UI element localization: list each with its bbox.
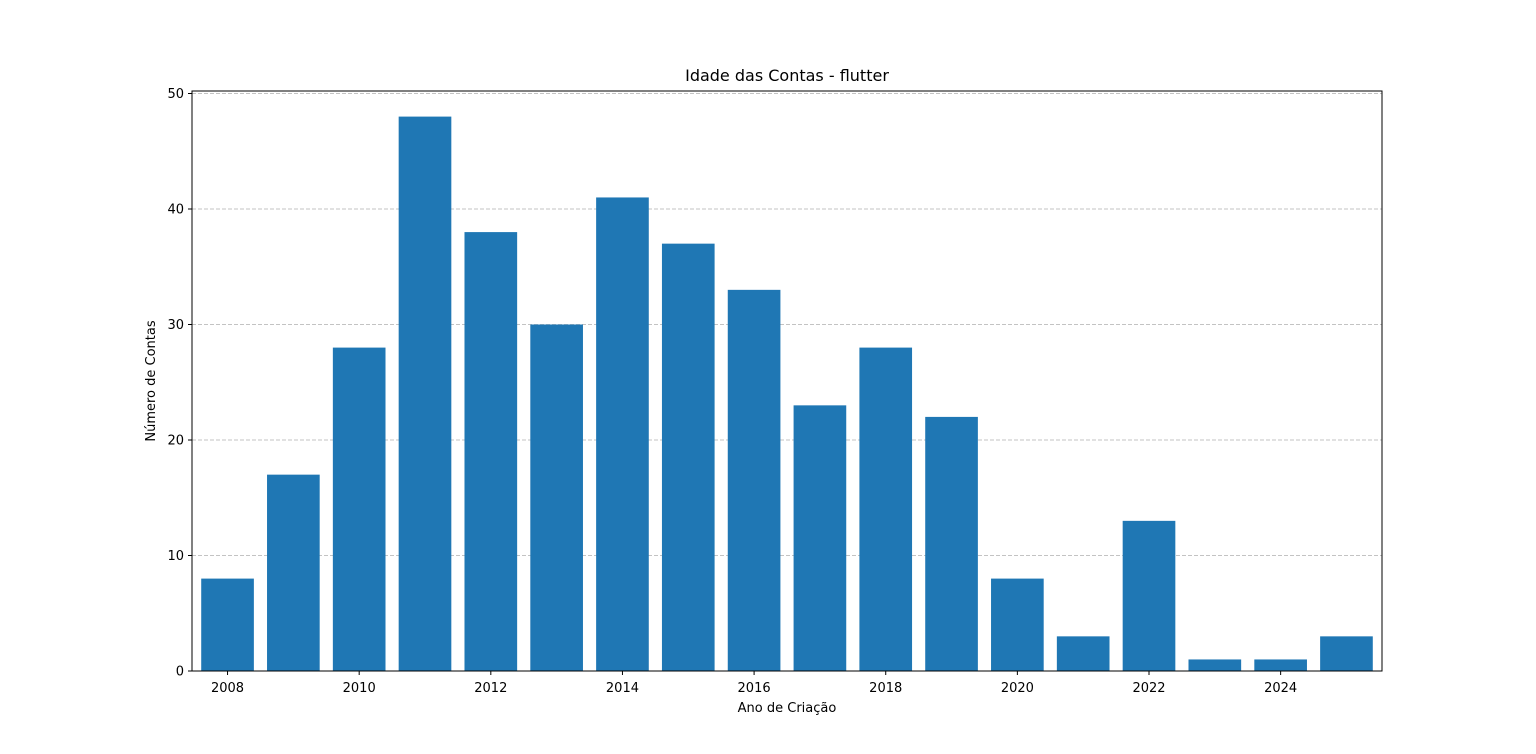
x-tick-label: 2014 bbox=[606, 681, 639, 696]
y-tick-label: 0 bbox=[176, 665, 184, 680]
bar bbox=[201, 578, 254, 671]
bar bbox=[859, 347, 913, 671]
chart-title: Idade das Contas - flutter bbox=[685, 66, 889, 85]
x-tick-label: 2022 bbox=[1132, 681, 1165, 696]
bar bbox=[267, 474, 320, 671]
bar bbox=[398, 116, 452, 672]
y-axis-ticks: 0 10 20 30 40 50 bbox=[167, 87, 192, 680]
x-tick-label: 2010 bbox=[343, 681, 376, 696]
bar bbox=[464, 232, 518, 671]
x-tick-label: 2016 bbox=[738, 681, 771, 696]
bar bbox=[530, 324, 583, 671]
plot-frame bbox=[191, 90, 1383, 672]
bar bbox=[1122, 520, 1176, 671]
y-tick-label: 20 bbox=[167, 434, 184, 449]
x-tick-label: 2018 bbox=[869, 681, 902, 696]
bar bbox=[1254, 659, 1307, 671]
bar bbox=[1320, 636, 1373, 671]
bar bbox=[991, 578, 1044, 671]
x-tick-label: 2024 bbox=[1264, 681, 1297, 696]
bar bbox=[1056, 636, 1110, 671]
y-tick-label: 40 bbox=[167, 203, 184, 218]
y-tick-label: 10 bbox=[167, 549, 184, 564]
bar bbox=[793, 405, 847, 671]
bar bbox=[925, 416, 978, 671]
x-tick-label: 2008 bbox=[211, 681, 244, 696]
x-tick-label: 2012 bbox=[474, 681, 507, 696]
y-tick-label: 50 bbox=[167, 87, 184, 102]
bar bbox=[332, 347, 386, 671]
bar bbox=[596, 197, 649, 671]
y-gridlines bbox=[192, 93, 1382, 556]
x-axis-label: Ano de Criação bbox=[738, 701, 837, 716]
bar bbox=[727, 289, 781, 671]
bars bbox=[201, 116, 1373, 672]
y-axis-label: Número de Contas bbox=[144, 320, 159, 441]
x-tick-label: 2020 bbox=[1001, 681, 1034, 696]
bar bbox=[1188, 659, 1242, 671]
bar bbox=[661, 243, 715, 671]
x-axis-ticks: 2008 2010 2012 2014 2016 2018 2020 2022 2024 bbox=[211, 671, 1297, 696]
y-tick-label: 30 bbox=[167, 318, 184, 333]
